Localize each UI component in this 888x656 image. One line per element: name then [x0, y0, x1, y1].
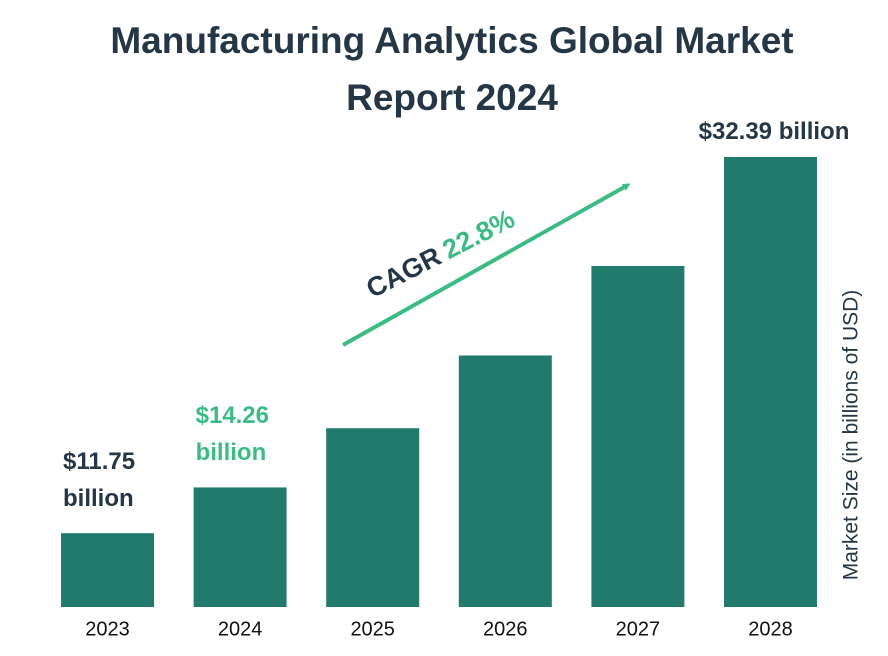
- value-label: $14.26 billion: [195, 402, 269, 467]
- cagr-arrow: [342, 183, 631, 347]
- bar: [591, 265, 685, 607]
- bar: [326, 428, 420, 607]
- bar: [458, 355, 552, 607]
- bar: [724, 157, 817, 607]
- x-tick-label: 2023: [85, 618, 130, 640]
- bar: [193, 487, 287, 607]
- value-label: $32.39 billion: [698, 118, 850, 145]
- x-tick-label: 2028: [748, 618, 793, 640]
- x-tick-label: 2027: [616, 618, 661, 640]
- x-tick-label: 2025: [350, 618, 395, 640]
- x-tick-label: 2026: [483, 618, 528, 640]
- chart-title: Manufacturing Analytics Global Market Re…: [110, 20, 794, 118]
- y-axis-label: Market Size (in billions of USD): [840, 290, 863, 581]
- value-label: $11.75 billion: [63, 448, 136, 513]
- cagr-value: 22.8%: [438, 203, 520, 264]
- bar: [61, 533, 154, 607]
- x-tick-label: 2024: [218, 618, 263, 640]
